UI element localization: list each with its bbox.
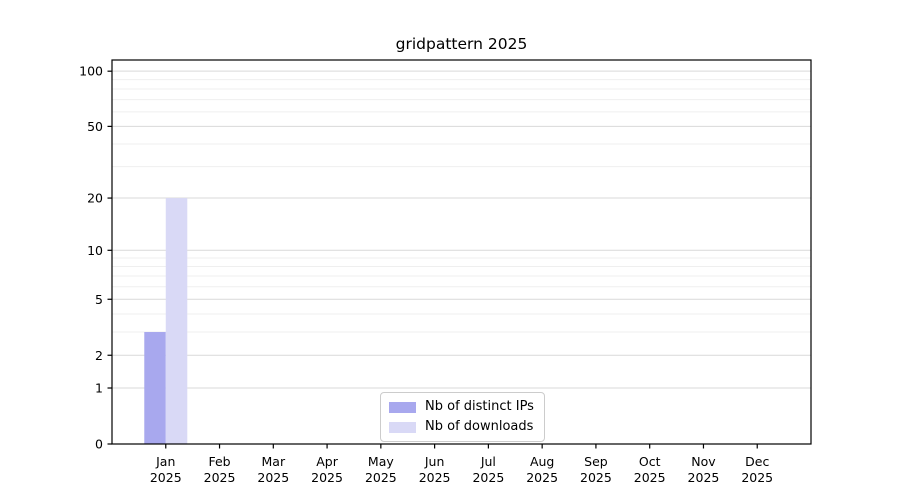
legend-label-downloads: Nb of downloads	[425, 419, 534, 434]
x-tick-label-year: 2025	[526, 470, 558, 485]
x-tick-label-month: Sep	[584, 454, 608, 469]
y-tick-label: 5	[95, 292, 103, 307]
x-tick-label-month: Aug	[530, 454, 554, 469]
legend-item-distinct-ips: Nb of distinct IPs	[389, 399, 534, 415]
legend-swatch-distinct-ips	[389, 401, 416, 413]
x-tick-label-year: 2025	[472, 470, 504, 485]
x-tick-label-month: Oct	[639, 454, 661, 469]
y-tick-label: 2	[95, 348, 103, 363]
legend-item-downloads: Nb of downloads	[389, 419, 534, 435]
x-tick-label-year: 2025	[204, 470, 236, 485]
x-tick-label-month: Jan	[155, 454, 175, 469]
x-tick-label-year: 2025	[688, 470, 720, 485]
y-tick-label: 20	[87, 191, 103, 206]
x-tick-label-month: Jun	[424, 454, 445, 469]
x-tick-label-year: 2025	[419, 470, 451, 485]
x-tick-label-month: Apr	[316, 454, 338, 469]
plot-border	[111, 59, 812, 445]
legend-swatch-downloads	[389, 421, 416, 433]
y-tick-label: 10	[87, 243, 103, 258]
x-tick-label-month: Nov	[691, 454, 716, 469]
legend: Nb of distinct IPs Nb of downloads	[380, 392, 545, 442]
bar-downloads-jan	[165, 198, 188, 444]
x-tick-label-year: 2025	[365, 470, 397, 485]
x-tick-label-year: 2025	[741, 470, 773, 485]
legend-label-distinct-ips: Nb of distinct IPs	[425, 399, 534, 414]
x-tick-label-month: Feb	[208, 454, 230, 469]
y-tick-label: 50	[87, 119, 103, 134]
x-tick-label-year: 2025	[634, 470, 666, 485]
x-tick-label-month: Jul	[480, 454, 496, 469]
x-tick-label-month: Dec	[745, 454, 769, 469]
x-tick-label-month: May	[368, 454, 394, 469]
x-tick-label-month: Mar	[262, 454, 286, 469]
chart-title: gridpattern 2025	[395, 35, 528, 53]
y-tick-label: 1	[95, 381, 103, 396]
bar-distinct-ips-jan	[144, 332, 166, 444]
x-tick-label-year: 2025	[311, 470, 343, 485]
y-tick-label: 100	[79, 64, 103, 79]
x-tick-label-year: 2025	[150, 470, 182, 485]
y-tick-label: 0	[95, 437, 103, 452]
x-tick-label-year: 2025	[580, 470, 612, 485]
x-tick-label-year: 2025	[257, 470, 289, 485]
